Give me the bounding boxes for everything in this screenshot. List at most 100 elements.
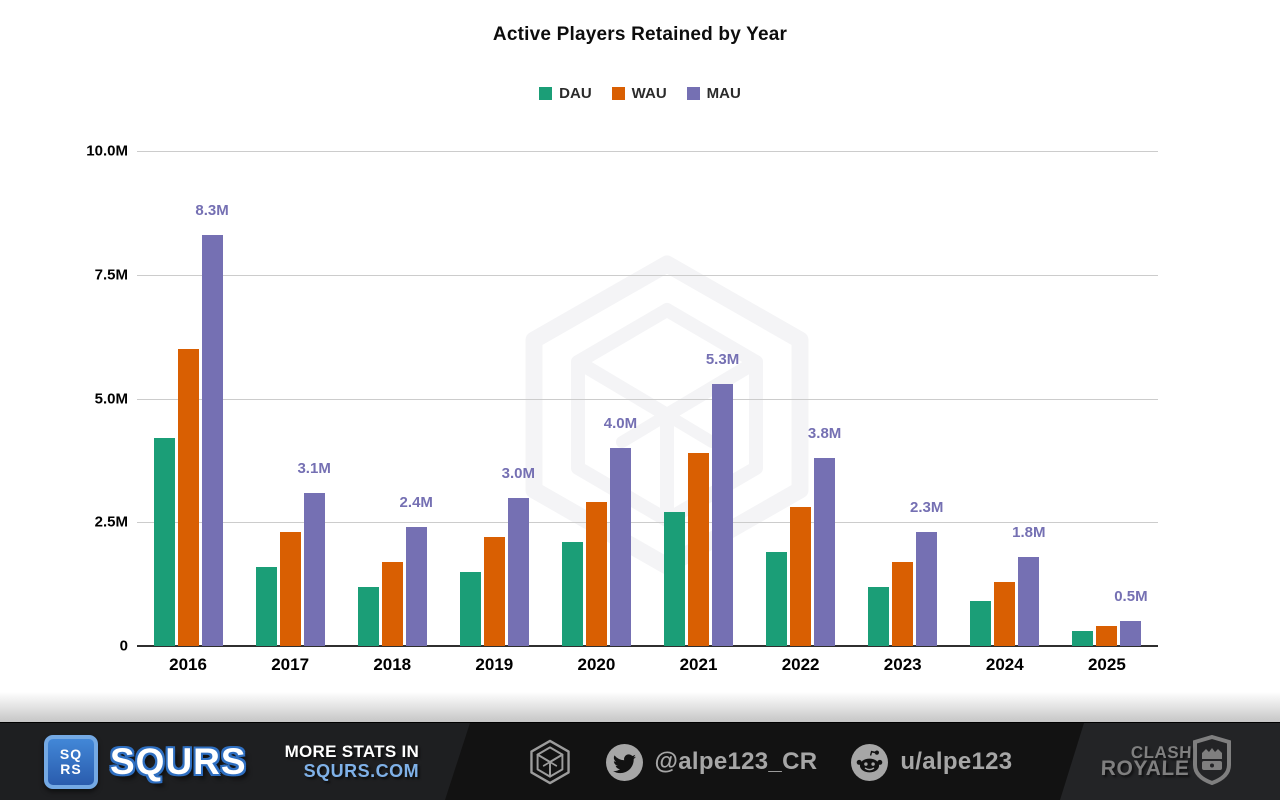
bar-mau-2024	[1018, 556, 1040, 646]
mau-data-label-2021: 5.3M	[705, 350, 740, 368]
footer-right-panel	[1060, 723, 1280, 800]
bar-wau-2022	[790, 507, 812, 646]
clash-royale-wordmark: CLASH ROYALE	[1100, 743, 1192, 781]
bar-group-2016: 8.3M 2016	[137, 151, 239, 674]
bar-group-2022: 3.8M 2022	[750, 151, 852, 674]
mau-data-label-2017: 3.1M	[297, 459, 331, 477]
bars-2022	[750, 151, 852, 646]
bar-mau-2017	[303, 492, 325, 646]
royale-text: ROYALE	[1100, 757, 1190, 781]
x-tick-2016: 2016	[169, 655, 207, 674]
bar-group-2021: 5.3M 2021	[647, 151, 749, 674]
bars-2024	[954, 151, 1056, 646]
bar-mau-2023	[916, 532, 938, 646]
mau-data-label-2022: 3.8M	[807, 424, 842, 442]
bar-dau-2016	[153, 438, 175, 646]
reddit-handle: u/alpe123	[900, 748, 1013, 775]
bar-wau-2025	[1096, 626, 1118, 646]
mau-data-label-2016: 8.3M	[195, 202, 229, 220]
x-tick-2023: 2023	[883, 655, 922, 674]
bar-wau-2018	[381, 561, 403, 646]
legend-swatch-wau	[611, 87, 625, 100]
bars-2019	[443, 151, 545, 646]
bar-dau-2017	[255, 566, 277, 646]
bar-dau-2020	[561, 542, 583, 646]
bar-dau-2021	[664, 512, 686, 646]
squrs-com-link[interactable]: SQURS.COM	[303, 761, 420, 782]
footer-social-row: @alpe123_CR	[460, 723, 1080, 800]
more-stats-block: MORE STATS IN SQURS.COM	[285, 742, 420, 782]
mau-data-label-2025: 0.5M	[1114, 588, 1148, 606]
twitter-handle: @alpe123_CR	[654, 748, 818, 775]
x-tick-2025: 2025	[1087, 655, 1126, 674]
mau-data-label-2023: 2.3M	[910, 499, 944, 517]
mau-data-label-2018: 2.4M	[399, 494, 433, 512]
bar-mau-2018	[405, 527, 427, 646]
bar-mau-2025	[1120, 621, 1142, 646]
y-tick-2.5M: 2.5M	[94, 513, 128, 531]
bar-dau-2024	[970, 601, 992, 646]
bars-2025	[1056, 151, 1158, 646]
bars-2018	[341, 151, 443, 646]
reddit-link[interactable]: u/alpe123	[851, 743, 1013, 781]
bar-wau-2023	[892, 561, 914, 646]
reddit-icon	[851, 743, 889, 781]
squrs-branding: SQ RS SQURS MORE STATS IN SQURS.COM	[44, 723, 419, 800]
bar-wau-2021	[688, 452, 710, 646]
bar-wau-2020	[585, 502, 607, 646]
bar-dau-2019	[459, 571, 481, 646]
more-stats-text: MORE STATS IN	[284, 741, 420, 761]
clash-royale-shield-icon	[1191, 734, 1233, 790]
x-tick-2018: 2018	[373, 655, 412, 674]
legend-swatch-dau	[539, 87, 553, 100]
bar-dau-2018	[357, 586, 379, 646]
y-tick-7.5M: 7.5M	[94, 266, 128, 284]
bars-2017	[239, 151, 341, 646]
squrs-hex-logo-icon	[528, 739, 572, 785]
x-axis-line	[137, 645, 1158, 647]
bar-group-2020: 4.0M 2020	[545, 151, 647, 674]
y-tick-0: 0	[119, 637, 128, 655]
bar-dau-2022	[766, 551, 788, 646]
footer-bar: SQ RS SQURS MORE STATS IN SQURS.COM	[0, 722, 1280, 800]
footer-gradient-strip	[0, 692, 1280, 722]
gridline	[137, 151, 1158, 152]
legend-label: MAU	[706, 85, 741, 102]
y-axis-tick-labels: 10.0M 7.5M 5.0M 2.5M 0	[0, 143, 128, 655]
clash-royale-logo: CLASH ROYALE	[1082, 723, 1252, 800]
mau-data-label-2020: 4.0M	[603, 415, 638, 432]
twitter-link[interactable]: @alpe123_CR	[605, 743, 818, 781]
bar-mau-2020	[609, 448, 631, 646]
gridline	[137, 522, 1158, 524]
bar-wau-2024	[994, 581, 1016, 646]
gridline	[137, 398, 1158, 400]
x-tick-2017: 2017	[271, 655, 310, 674]
y-tick-10.0M: 10.0M	[86, 142, 128, 160]
legend-label: WAU	[631, 85, 667, 102]
x-tick-2021: 2021	[679, 655, 718, 674]
bar-group-2018: 2.4M 2018	[341, 151, 443, 674]
x-tick-2019: 2019	[475, 655, 514, 674]
legend-swatch-mau	[686, 87, 700, 100]
mau-data-label-2019: 3.0M	[501, 464, 536, 482]
bar-groups: 8.3M 2016 3.1M 2017 2.4M 2018 3.0M 2019 4.0M 2020…	[137, 151, 1158, 674]
legend-item-mau: MAU	[686, 85, 741, 102]
bars-2023	[852, 151, 954, 646]
squrs-logo-icon: SQ RS	[44, 735, 98, 789]
bar-dau-2025	[1072, 631, 1094, 646]
bars-2016	[137, 151, 239, 646]
bar-mau-2016	[201, 235, 223, 646]
squrs-badge-text-bottom: RS	[60, 761, 82, 777]
bar-mau-2022	[814, 457, 836, 646]
bar-group-2019: 3.0M 2019	[443, 151, 545, 674]
x-tick-2024: 2024	[985, 655, 1024, 674]
bar-mau-2019	[507, 497, 529, 646]
bar-wau-2016	[177, 349, 199, 646]
mau-data-label-2024: 1.8M	[1012, 523, 1046, 541]
twitter-icon	[605, 743, 643, 781]
bar-group-2017: 3.1M 2017	[239, 151, 341, 674]
bar-wau-2017	[279, 532, 301, 646]
chart-title: Active Players Retained by Year	[492, 24, 788, 45]
squrs-badge-text-top: SQ	[59, 746, 83, 762]
